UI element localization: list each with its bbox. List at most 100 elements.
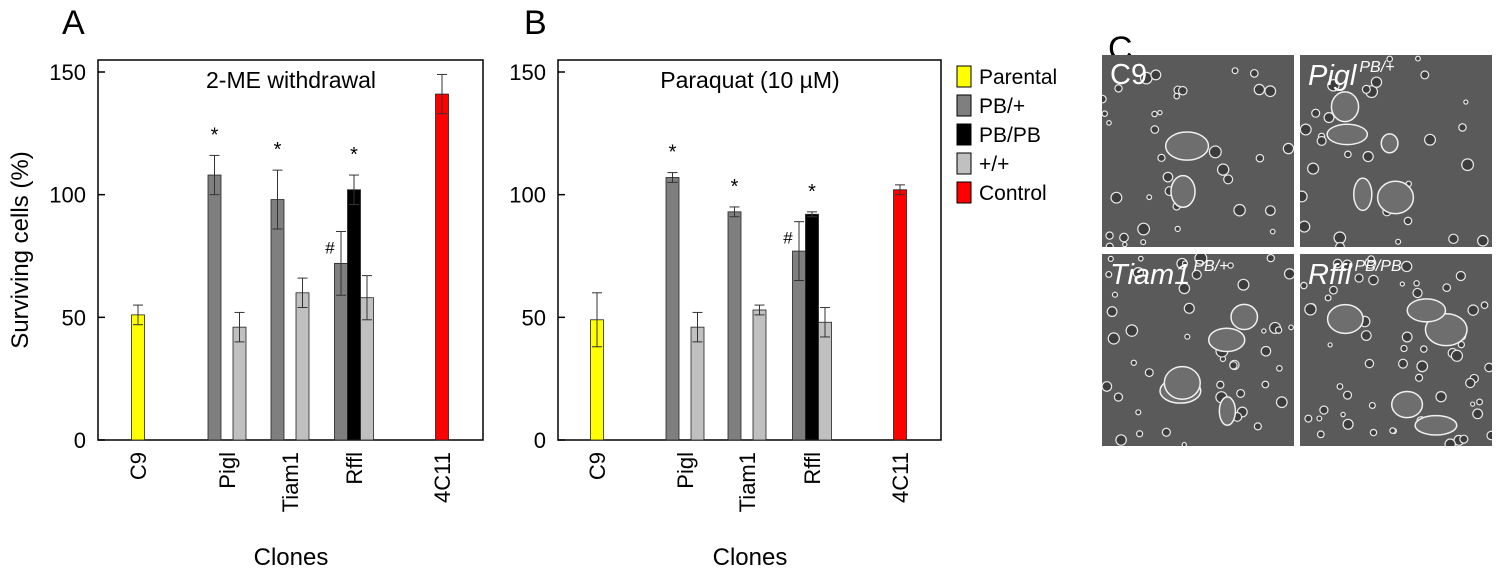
legend-label: +/+ xyxy=(979,153,1009,176)
significance-star: * xyxy=(350,144,358,166)
x-tick-label: Pigl xyxy=(673,452,698,489)
cell xyxy=(1323,111,1335,124)
significance-star: * xyxy=(211,124,219,146)
cell xyxy=(1369,428,1378,437)
plot-frame-b xyxy=(557,59,942,441)
cell xyxy=(1420,70,1430,80)
cell xyxy=(1311,108,1321,118)
cell xyxy=(1342,418,1354,430)
micrograph-gene-label: C9 xyxy=(1110,59,1148,91)
cell xyxy=(1132,266,1144,279)
cell xyxy=(1442,283,1452,293)
micrograph-gene-label: Pigl xyxy=(1308,60,1357,92)
legend-label: Parental xyxy=(979,66,1057,89)
cell xyxy=(1412,287,1423,299)
cell xyxy=(1316,135,1327,147)
micrograph-genotype-label: PB/+ xyxy=(1193,258,1229,275)
bar xyxy=(295,292,310,441)
cell xyxy=(1389,427,1397,434)
cell xyxy=(1459,434,1469,444)
cell xyxy=(1137,222,1151,236)
micrograph-texture xyxy=(1300,55,1489,247)
cell xyxy=(1342,390,1353,400)
bar xyxy=(131,314,145,441)
cell xyxy=(1300,190,1308,203)
y-tick-label: 100 xyxy=(509,183,546,208)
x-tick-label: Rffl xyxy=(800,452,825,485)
plot-frame-a xyxy=(97,59,484,441)
cell xyxy=(1444,438,1456,446)
cell xyxy=(1413,280,1420,287)
cell xyxy=(1486,430,1492,441)
bar xyxy=(818,321,832,441)
cell xyxy=(1401,331,1413,343)
cell xyxy=(1106,120,1112,126)
cell xyxy=(1102,110,1109,118)
cell xyxy=(1288,324,1294,331)
cell xyxy=(1370,76,1383,88)
chart-panel-a: 2-ME withdrawal Surviving cells (%) Clon… xyxy=(7,59,484,571)
cell-cluster xyxy=(1406,298,1447,323)
significance-star: * xyxy=(669,142,677,164)
cell xyxy=(1329,285,1338,295)
micrograph-tiam1: Tiam1 PB/+ xyxy=(1102,254,1294,446)
cell xyxy=(1266,254,1275,263)
cell xyxy=(1304,303,1317,316)
cell xyxy=(1151,110,1158,118)
cell xyxy=(1455,270,1466,282)
chart-title-b: Paraquat (10 µM) xyxy=(660,67,839,93)
cell xyxy=(1150,69,1162,81)
cell xyxy=(1173,92,1181,100)
legend-swatch xyxy=(956,152,972,175)
cell xyxy=(1274,326,1283,334)
legend-label: PB/PB xyxy=(979,124,1041,147)
y-tick-label: 150 xyxy=(49,60,86,85)
cell-cluster xyxy=(1390,390,1424,419)
cell xyxy=(1476,398,1484,406)
cell xyxy=(1261,328,1267,334)
panel-label-a: A xyxy=(62,4,85,42)
cell xyxy=(1115,434,1127,446)
chart-panel-b: Paraquat (10 µM) Clones 0 50 100 150 C9 Pigl… xyxy=(509,59,942,571)
cell xyxy=(1300,220,1311,233)
cell xyxy=(1157,153,1166,163)
bar xyxy=(805,213,819,441)
cell xyxy=(1183,302,1195,314)
cell-cluster xyxy=(1164,131,1210,161)
cell xyxy=(1140,239,1147,246)
cell xyxy=(1367,255,1375,263)
cell xyxy=(1463,99,1469,105)
y-axis-label-a: Surviving cells (%) xyxy=(7,151,34,348)
cell xyxy=(1105,270,1113,278)
cell xyxy=(1360,330,1372,341)
cell xyxy=(1110,191,1123,204)
cell xyxy=(1119,232,1129,243)
cell-cluster xyxy=(1163,365,1201,400)
cell-cluster xyxy=(1207,327,1246,353)
cell xyxy=(1361,84,1371,94)
cell xyxy=(1477,234,1489,247)
cell xyxy=(1420,345,1428,353)
cell-cluster xyxy=(1326,303,1364,335)
cell-cluster xyxy=(1170,174,1196,208)
cell xyxy=(1137,255,1144,262)
bar xyxy=(752,309,767,441)
cell xyxy=(1414,373,1424,382)
cell xyxy=(1324,294,1332,302)
panel-label-b: B xyxy=(524,4,547,42)
cell xyxy=(1401,260,1413,273)
cell xyxy=(1111,291,1119,298)
cell xyxy=(1223,174,1234,185)
cell xyxy=(1435,390,1447,403)
y-tick-label: 100 xyxy=(49,183,86,208)
cell xyxy=(1216,163,1230,176)
cell xyxy=(1181,260,1188,267)
cell xyxy=(1107,332,1120,345)
cell xyxy=(1332,258,1343,269)
cell xyxy=(1150,125,1160,134)
cell xyxy=(1253,422,1262,431)
micrograph-gene-label: Rffl xyxy=(1308,259,1352,291)
cell xyxy=(1316,430,1325,439)
cell xyxy=(1162,171,1174,183)
y-tick-label: 0 xyxy=(534,428,546,453)
